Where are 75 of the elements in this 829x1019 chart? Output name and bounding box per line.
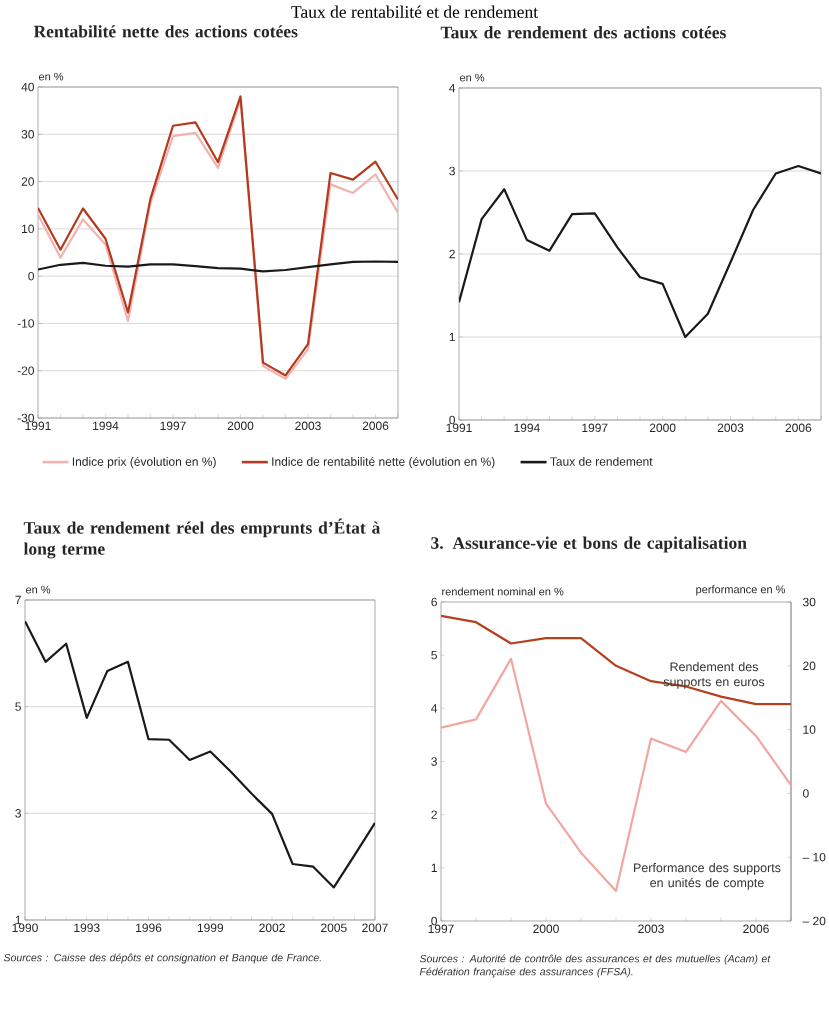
x-tick-label: 2003 xyxy=(717,423,744,433)
y-tick-label: -30 xyxy=(17,413,34,423)
y-axis-title: en % xyxy=(26,585,51,594)
y-tick-label: 1 xyxy=(449,332,455,342)
y-tick-label: 3 xyxy=(15,809,21,818)
y2-tick-label: – 10 xyxy=(802,852,826,862)
x-tick-label: 1991 xyxy=(446,423,472,433)
y-tick-label: -20 xyxy=(17,366,34,375)
legend-label: Taux de rendement xyxy=(550,457,653,466)
x-tick-label: 2002 xyxy=(259,923,285,933)
y-axis-title: en % xyxy=(39,72,64,81)
x-tick-label: 1997 xyxy=(428,924,454,934)
line-series xyxy=(441,657,791,893)
x-tick-label: 1990 xyxy=(12,923,38,933)
line-series xyxy=(38,260,398,273)
x-tick-label: 1999 xyxy=(197,923,224,933)
y-tick-label: 5 xyxy=(431,650,437,660)
x-tick-label: 1997 xyxy=(160,421,186,431)
y-tick-label: 0 xyxy=(431,916,437,926)
y-tick-label: 10 xyxy=(22,224,34,234)
y-tick-label: 6 xyxy=(431,597,437,607)
y-tick-label: 30 xyxy=(21,130,34,139)
y-tick-label: 1 xyxy=(431,863,437,872)
y-tick-label: -10 xyxy=(17,319,34,328)
x-tick-label: 2006 xyxy=(743,924,769,934)
y-tick-label: 2 xyxy=(431,810,437,819)
x-tick-label: 1996 xyxy=(136,923,162,933)
y2-tick-label: 0 xyxy=(803,789,809,798)
series-label: Performance des supports en unités de compte xyxy=(634,863,781,890)
y-tick-label: 5 xyxy=(15,702,21,711)
y-tick-label: 3 xyxy=(449,166,455,176)
x-tick-label: 2006 xyxy=(362,421,389,431)
x-tick-label: 2007 xyxy=(362,923,388,933)
line-series xyxy=(441,614,791,706)
x-tick-label: 2003 xyxy=(295,421,321,431)
source-note: Sources : Autorité de contrôle des assurances et des mutuelles (Acam) et Fédération française des assurances (FFSA). xyxy=(419,954,771,978)
y-tick-label: 20 xyxy=(21,177,34,186)
series-label: Rendement des supports en euros xyxy=(663,662,765,689)
x-tick-label: 1991 xyxy=(25,421,51,431)
x-tick-label: 2005 xyxy=(321,923,347,933)
source-note: Sources : Caisse des dépôts et consignation et Banque de France. xyxy=(3,953,321,964)
y-tick-label: 0 xyxy=(449,415,455,425)
y-tick-label: 2 xyxy=(449,249,455,259)
y-tick-label: 0 xyxy=(28,271,34,281)
chart-title: Taux de rendement des actions cotées xyxy=(440,26,726,39)
y-axis-title: en % xyxy=(460,73,485,82)
y2-tick-label: 20 xyxy=(803,661,816,671)
x-tick-label: 2000 xyxy=(227,421,254,431)
chart-title: Taux de rendement réel des emprunts d’État à long terme xyxy=(23,518,381,559)
y2-tick-label: – 20 xyxy=(802,916,826,926)
x-tick-label: 2000 xyxy=(533,924,559,934)
y-tick-label: 7 xyxy=(15,595,21,605)
y2-tick-label: 10 xyxy=(803,725,816,734)
chart-title: Rentabilité nette des actions cotées xyxy=(33,25,298,38)
x-tick-label: 2000 xyxy=(649,423,676,433)
y-tick-label: 4 xyxy=(449,83,456,93)
x-tick-label: 1997 xyxy=(582,423,608,433)
x-tick-label: 2006 xyxy=(785,423,812,433)
line-series xyxy=(25,620,375,889)
chart-title: 3. Assurance-vie et bons de capitalisation xyxy=(431,536,747,553)
x-tick-label: 1994 xyxy=(514,423,540,433)
y-axis-title: rendement nominal en % xyxy=(442,587,564,596)
x-tick-label: 1993 xyxy=(74,923,100,933)
text: Taux de rentabilité et de rendement xyxy=(291,5,538,18)
legend-label: Indice de rentabilité nette (évolution en %) xyxy=(272,456,495,469)
y2-axis-title: performance en % xyxy=(696,585,786,596)
legend-label: Indice prix (évolution en %) xyxy=(72,456,216,469)
line-series xyxy=(459,164,821,339)
y2-tick-label: 30 xyxy=(802,597,816,607)
y-tick-label: 3 xyxy=(431,757,437,766)
y-tick-label: 40 xyxy=(21,82,34,92)
y-tick-label: 1 xyxy=(15,915,21,925)
x-tick-label: 1994 xyxy=(93,421,119,431)
y-tick-label: 4 xyxy=(431,704,438,713)
x-tick-label: 2003 xyxy=(638,924,664,934)
